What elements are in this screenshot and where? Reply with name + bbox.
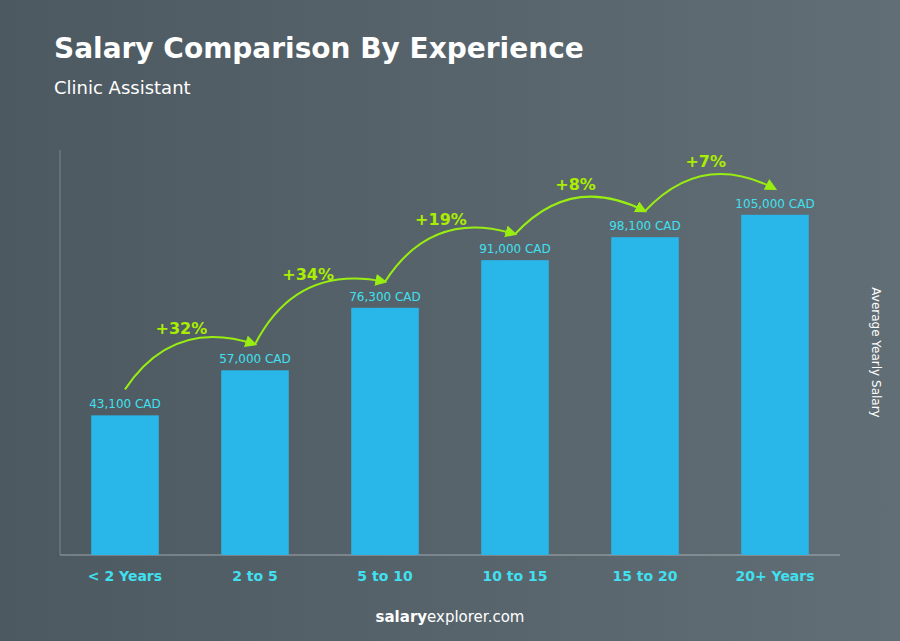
y-axis-line: [60, 150, 61, 555]
change-arrow: [515, 197, 645, 235]
annotation: +8%: [555, 175, 596, 194]
chart: Salary Comparison By Experience Clinic As…: [0, 0, 900, 641]
x-tick-label: 15 to 20: [612, 568, 677, 584]
subtitle: Clinic Assistant: [54, 77, 191, 98]
bar: [481, 260, 549, 555]
change-arrow: [125, 337, 255, 389]
change-arrow: [255, 278, 385, 344]
bar: [611, 237, 679, 555]
footer-part: explorer.com: [427, 608, 524, 626]
data-label: 76,300 CAD: [349, 290, 421, 304]
change-arrow: [645, 174, 775, 211]
footer: salaryexplorer.com: [376, 608, 525, 626]
x-tick-label: 20+ Years: [735, 568, 814, 584]
data-label: 57,000 CAD: [219, 352, 291, 366]
x-tick-label: < 2 Years: [88, 568, 162, 584]
data-label: 43,100 CAD: [89, 397, 161, 411]
x-tick-label: 5 to 10: [357, 568, 413, 584]
bar: [91, 415, 159, 555]
bars: [91, 215, 809, 555]
annotation: +7%: [685, 152, 726, 171]
title: Salary Comparison By Experience: [54, 32, 584, 65]
bar: [221, 370, 289, 555]
change-arrow: [385, 228, 515, 282]
data-label: 91,000 CAD: [479, 242, 551, 256]
data-label: 105,000 CAD: [735, 197, 814, 211]
y-axis-label: Average Yearly Salary: [869, 287, 883, 417]
annotation: +32%: [156, 319, 208, 338]
x-axis-line: [60, 555, 840, 556]
annotation: +34%: [282, 265, 334, 284]
annotation: +19%: [415, 210, 467, 229]
change-arrows: [125, 174, 775, 389]
background: [0, 0, 900, 641]
bar: [741, 215, 809, 555]
x-tick-label: 2 to 5: [232, 568, 278, 584]
x-tick-label: 10 to 15: [482, 568, 547, 584]
bar: [351, 308, 419, 555]
footer-part: salary: [376, 608, 428, 626]
chart-container: Salary Comparison By Experience Clinic As…: [0, 0, 900, 641]
data-label: 98,100 CAD: [609, 219, 681, 233]
